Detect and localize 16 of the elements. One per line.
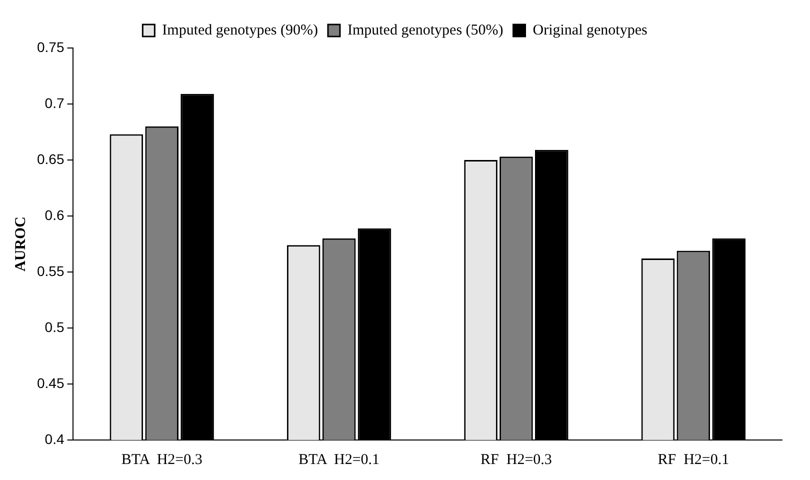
legend-label: Imputed genotypes (90%) (162, 22, 318, 38)
x-tick-label: RF H2=0.1 (658, 452, 730, 468)
y-tick-label: 0.45 (37, 374, 64, 391)
y-axis-title: AUROC (12, 216, 29, 272)
y-tick-label: 0.55 (37, 262, 64, 279)
legend-label: Original genotypes (532, 22, 648, 38)
y-tick-label: 0.75 (37, 38, 64, 55)
y-tick-label: 0.6 (44, 206, 64, 223)
legend-label: Imputed genotypes (50%) (347, 22, 504, 38)
y-tick-label: 0.5 (44, 318, 64, 335)
y-tick-label: 0.4 (44, 430, 64, 447)
x-tick-label: RF H2=0.3 (480, 452, 552, 468)
y-tick-label: 0.65 (37, 150, 64, 167)
y-tick-label: 0.7 (44, 94, 64, 111)
x-tick-label: BTA H2=0.3 (121, 452, 202, 468)
x-tick-label: BTA H2=0.1 (298, 452, 380, 468)
